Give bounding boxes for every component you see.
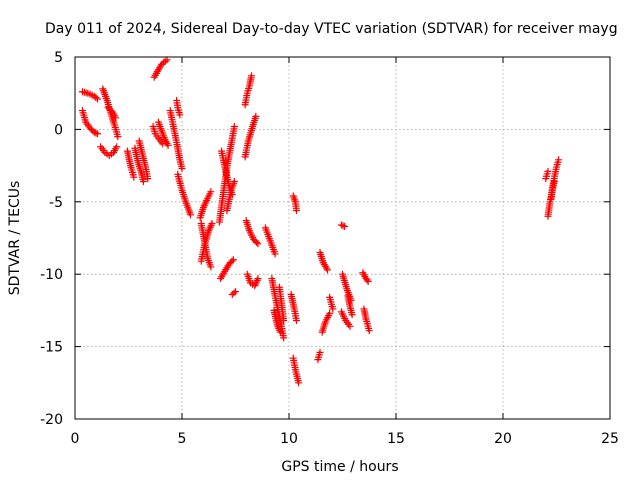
data-point bbox=[248, 72, 256, 80]
data-point bbox=[93, 95, 101, 103]
data-point bbox=[112, 114, 120, 122]
plot-frame bbox=[74, 56, 611, 420]
data-point bbox=[337, 221, 345, 229]
data-point bbox=[144, 175, 152, 183]
data-point bbox=[187, 211, 195, 219]
data-point bbox=[208, 220, 216, 228]
x-tick-label: 0 bbox=[71, 431, 80, 447]
data-point bbox=[326, 309, 334, 317]
data-point bbox=[93, 130, 101, 138]
x-tick-label: 25 bbox=[601, 431, 619, 447]
data-point bbox=[363, 276, 371, 284]
y-tick-labels: 5 0 -5 -10 -15 -20 bbox=[40, 50, 63, 428]
data-point bbox=[130, 173, 138, 181]
data-point bbox=[230, 123, 238, 131]
x-tick-label: 20 bbox=[494, 431, 512, 447]
data-point bbox=[230, 289, 238, 297]
data-point bbox=[163, 56, 171, 64]
data-point bbox=[271, 250, 279, 258]
data-point bbox=[280, 334, 288, 342]
data-point bbox=[139, 178, 147, 186]
y-tick-label: 5 bbox=[54, 50, 63, 66]
axis-ticks bbox=[74, 56, 611, 420]
data-point bbox=[292, 206, 300, 214]
data-point bbox=[176, 111, 184, 119]
data-point bbox=[341, 222, 349, 230]
data-point bbox=[364, 277, 372, 285]
data-point bbox=[229, 256, 237, 264]
x-tick-label: 5 bbox=[178, 431, 187, 447]
data-point bbox=[92, 129, 100, 137]
data-point bbox=[292, 317, 300, 325]
data-point bbox=[253, 238, 261, 246]
data-point bbox=[329, 305, 337, 313]
data-point bbox=[346, 322, 354, 330]
gridlines bbox=[75, 57, 610, 419]
data-point bbox=[207, 188, 215, 196]
data-point bbox=[228, 257, 236, 265]
data-point bbox=[316, 348, 324, 356]
data-point bbox=[252, 112, 260, 120]
data-point bbox=[280, 317, 288, 325]
data-point bbox=[544, 167, 552, 175]
y-tick-label: -10 bbox=[40, 267, 63, 283]
x-axis-title: GPS time / hours bbox=[281, 459, 398, 475]
data-point bbox=[348, 311, 356, 319]
data-point bbox=[254, 275, 262, 283]
data-point bbox=[164, 141, 172, 149]
data-point bbox=[555, 156, 563, 164]
data-points bbox=[78, 56, 563, 387]
data-point bbox=[114, 133, 122, 141]
data-point bbox=[254, 240, 262, 248]
x-tick-label: 15 bbox=[387, 431, 405, 447]
data-point bbox=[295, 379, 303, 387]
data-point bbox=[207, 263, 215, 271]
y-tick-label: -20 bbox=[40, 412, 63, 428]
data-point bbox=[276, 328, 284, 336]
y-tick-label: -15 bbox=[40, 340, 63, 356]
data-point bbox=[365, 327, 373, 335]
chart-title: Day 011 of 2024, Sidereal Day-to-day VTE… bbox=[45, 21, 618, 37]
y-tick-label: -5 bbox=[49, 195, 63, 211]
y-tick-label: 0 bbox=[54, 122, 63, 138]
data-point bbox=[324, 266, 332, 274]
data-point bbox=[113, 143, 121, 151]
data-point bbox=[178, 164, 186, 172]
x-tick-label: 10 bbox=[280, 431, 298, 447]
y-axis-title: SDTVAR / TECUs bbox=[7, 181, 23, 296]
x-tick-labels: 0 5 10 15 20 25 bbox=[71, 431, 619, 447]
data-point bbox=[92, 94, 100, 102]
data-point bbox=[232, 288, 239, 296]
data-point bbox=[339, 222, 347, 230]
data-point bbox=[230, 178, 238, 186]
data-point bbox=[90, 128, 98, 136]
